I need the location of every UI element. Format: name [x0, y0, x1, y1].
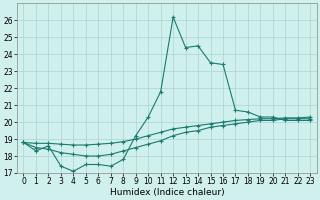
X-axis label: Humidex (Indice chaleur): Humidex (Indice chaleur): [109, 188, 224, 197]
